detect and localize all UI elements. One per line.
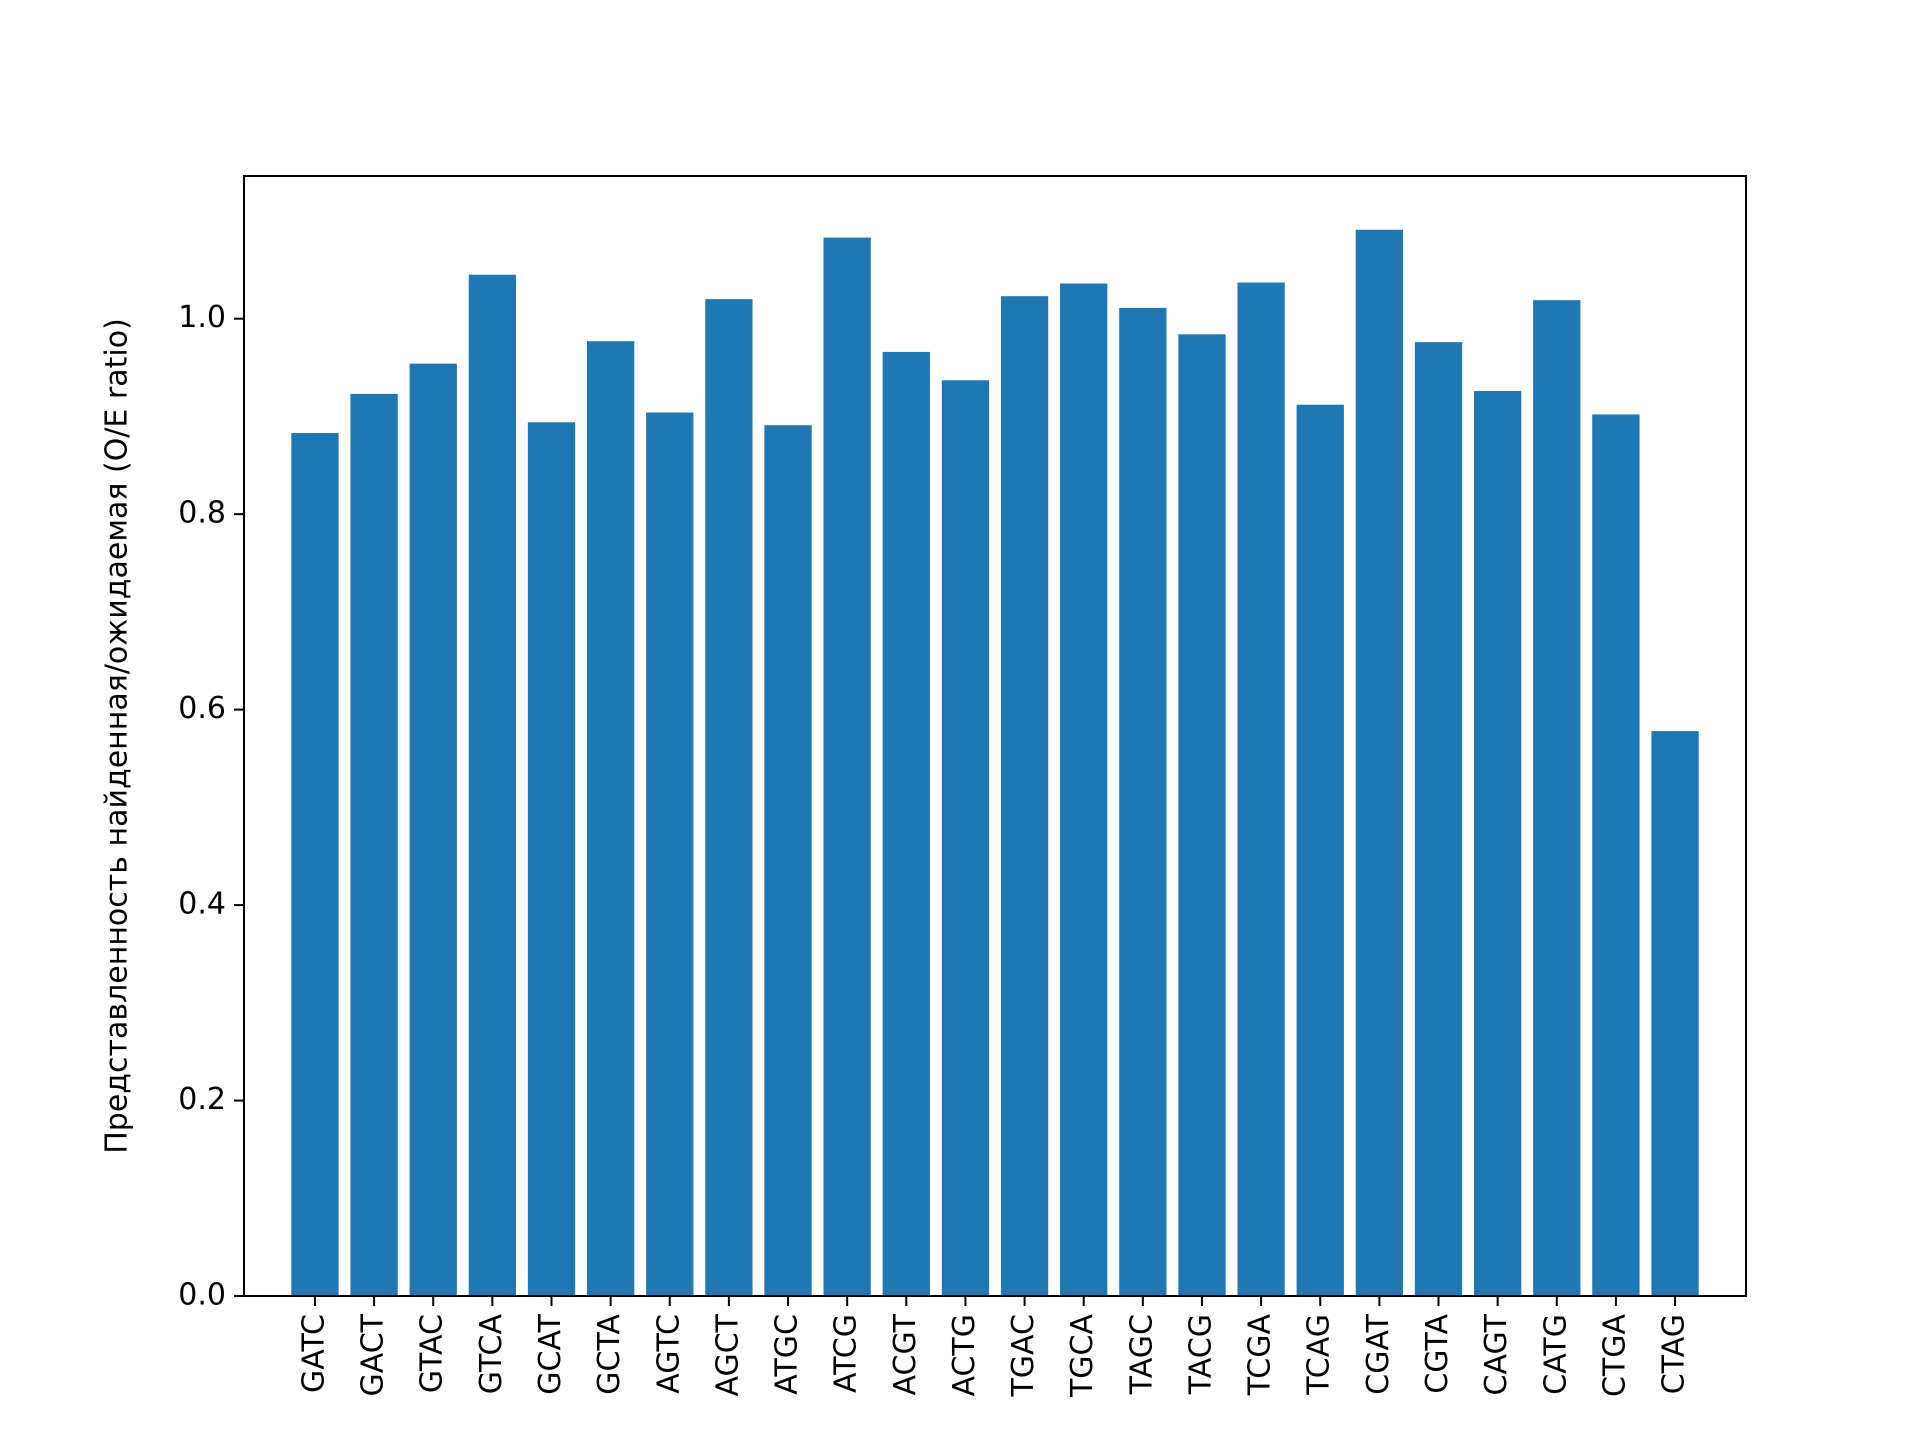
y-tick-label: 0.0 [178,1278,226,1313]
y-axis-label: Представленность найденная/ожидаемая (O/… [100,318,135,1154]
bar-tcag [1296,404,1344,1296]
x-tick-label-tagc: TAGC [1124,1314,1159,1395]
x-tick-label-cagt: CAGT [1479,1313,1514,1395]
y-tick-label: 0.4 [178,887,226,922]
bar-gatc [291,433,339,1296]
x-tick-label-gact: GACT [356,1313,391,1396]
bar-acgt [882,351,930,1296]
x-axis: GATC GACT GTAC GTCA GCAT GCTA AGTC AGCT ATGC ATCG… [296,1296,1692,1399]
bar-tacg [1178,334,1226,1297]
x-tick-label-gatc: GATC [296,1314,331,1393]
x-tick-label-gcta: GCTA [592,1314,627,1395]
bar-cgta [1414,342,1463,1297]
y-tick-label: 0.6 [178,691,226,726]
bar-tagc [1119,307,1167,1297]
x-tick-label-agtc: AGTC [651,1314,686,1394]
x-tick-label-tcag: TCAG [1302,1314,1337,1396]
x-tick-label-tgca: TGCA [1065,1314,1100,1399]
bar-catg [1533,300,1581,1297]
bar-gcta [586,341,635,1297]
bar-cgat [1355,229,1404,1296]
bar-atcg [823,237,871,1296]
plot-frame [243,175,1747,1297]
bars-layer [291,229,1699,1297]
bar-ctga [1592,414,1640,1296]
x-tick-label-catg: CATG [1538,1314,1573,1395]
bar-actg [941,380,990,1296]
x-tick-label-agct: AGCT [710,1313,745,1396]
bar-tgac [1000,296,1049,1296]
bar-tcga [1237,282,1285,1296]
bar-tgca [1060,283,1108,1296]
x-tick-label-acgt: ACGT [888,1313,923,1395]
bar-gtac [409,363,457,1296]
bar-agtc [646,412,694,1296]
x-tick-label-tacg: TACG [1183,1314,1218,1395]
bar-cagt [1473,391,1522,1296]
y-tick-label: 0.8 [178,496,226,531]
x-tick-label-gtac: GTAC [415,1314,450,1393]
y-tick-label: 0.2 [178,1082,226,1117]
x-tick-label-ctga: CTGA [1597,1314,1632,1398]
x-tick-label-tcga: TCGA [1243,1314,1278,1397]
y-axis: 0.0 0.2 0.4 0.6 0.8 1.0 [178,300,244,1313]
x-tick-label-cgta: CGTA [1420,1314,1455,1394]
bar-gtca [468,274,517,1296]
x-tick-label-gtca: GTCA [474,1314,509,1395]
y-tick-label: 1.0 [178,300,226,335]
x-tick-label-cgat: CGAT [1361,1313,1396,1394]
x-tick-label-actg: ACTG [947,1314,982,1397]
x-tick-label-atcg: ATCG [829,1314,864,1393]
x-tick-label-tgac: TGAC [1006,1314,1041,1398]
x-tick-label-atgc: ATGC [770,1314,805,1395]
bar-agct [705,299,753,1296]
bar-ctag [1651,731,1699,1296]
bar-gact [350,393,398,1296]
x-tick-label-ctag: CTAG [1657,1314,1692,1394]
bar-atgc [764,425,812,1296]
bar-gcat [527,422,576,1296]
x-tick-label-gcat: GCAT [533,1313,568,1394]
